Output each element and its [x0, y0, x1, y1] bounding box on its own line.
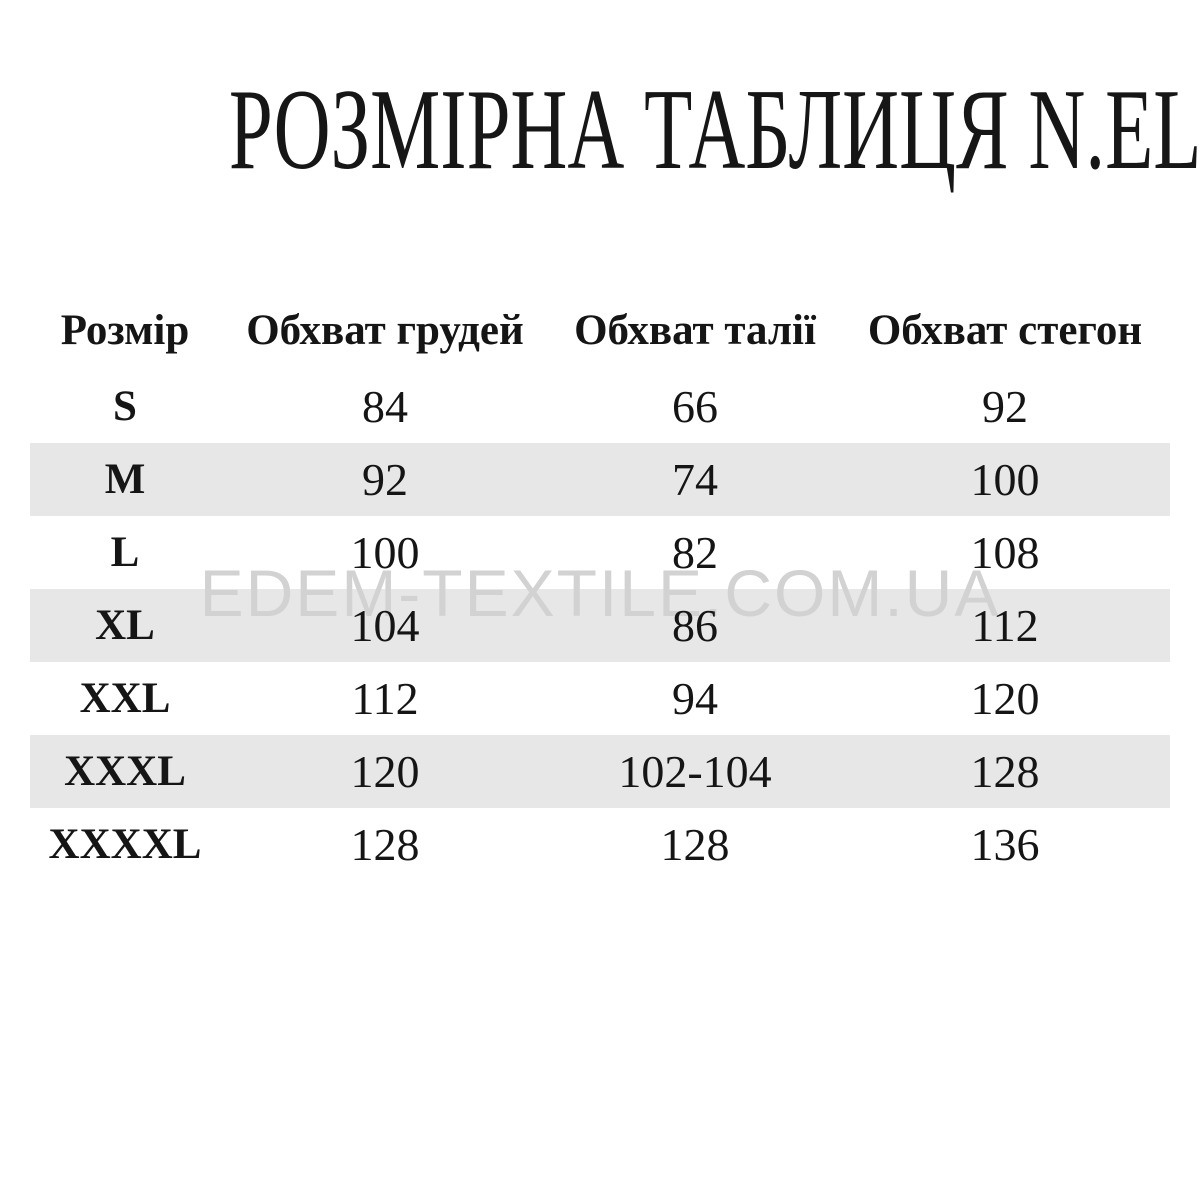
- table-row: L 100 82 108: [30, 516, 1170, 589]
- hips-cell: 100: [970, 453, 1040, 505]
- hips-cell: 92: [982, 380, 1028, 432]
- column-header-waist: Обхват талії: [574, 306, 816, 354]
- chest-cell: 112: [351, 672, 419, 724]
- hips-cell: 128: [970, 745, 1040, 797]
- table-row: XL 104 86 112: [30, 589, 1170, 662]
- page-title-text: РОЗМІРНА ТАБЛИЦЯ N.EL: [228, 66, 1200, 194]
- chest-cell: 120: [350, 745, 420, 797]
- page-title: РОЗМІРНА ТАБЛИЦЯ N.EL: [0, 72, 1200, 188]
- chest-cell: 100: [350, 526, 420, 578]
- table-row: XXXL 120 102-104 128: [30, 735, 1170, 808]
- size-cell: XXXL: [64, 748, 186, 795]
- chest-cell: 104: [350, 599, 420, 651]
- chest-cell: 92: [362, 453, 408, 505]
- table-row: XXXXL 128 128 136: [30, 808, 1170, 881]
- hips-cell: 108: [970, 526, 1040, 578]
- chest-cell: 128: [350, 818, 420, 870]
- waist-cell: 102-104: [618, 745, 772, 797]
- column-header-size: Розмір: [60, 306, 190, 354]
- size-cell: XXXXL: [48, 821, 202, 868]
- table-header-row: Розмір Обхват грудей Обхват талії Обхват…: [30, 290, 1170, 370]
- size-table: Розмір Обхват грудей Обхват талії Обхват…: [30, 290, 1170, 881]
- hips-cell: 136: [970, 818, 1040, 870]
- waist-cell: 86: [672, 599, 718, 651]
- waist-cell: 82: [672, 526, 718, 578]
- waist-cell: 94: [672, 672, 718, 724]
- waist-cell: 74: [672, 453, 718, 505]
- watermark-text: EDEM-TEXTILE.COM.UA: [199, 556, 1001, 630]
- size-cell: L: [110, 529, 140, 576]
- table-row: M 92 74 100: [30, 443, 1170, 516]
- chest-cell: 84: [362, 380, 408, 432]
- size-cell: XXL: [79, 675, 171, 722]
- table-row: XXL 112 94 120: [30, 662, 1170, 735]
- column-header-chest: Обхват грудей: [246, 306, 524, 354]
- table-row: S 84 66 92: [30, 370, 1170, 443]
- waist-cell: 66: [672, 380, 718, 432]
- hips-cell: 112: [971, 599, 1039, 651]
- waist-cell: 128: [660, 818, 730, 870]
- hips-cell: 120: [970, 672, 1040, 724]
- column-header-hips: Обхват стегон: [867, 306, 1143, 354]
- size-cell: M: [104, 456, 146, 503]
- size-cell: XL: [95, 602, 155, 649]
- size-cell: S: [113, 383, 137, 430]
